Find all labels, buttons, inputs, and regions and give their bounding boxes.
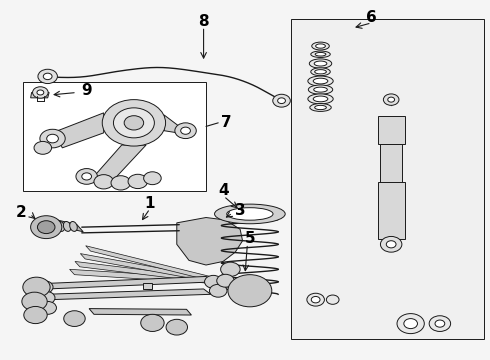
Ellipse shape	[315, 53, 326, 56]
Bar	[291, 19, 484, 339]
Circle shape	[35, 281, 53, 294]
Polygon shape	[57, 220, 83, 232]
Circle shape	[209, 284, 227, 297]
Circle shape	[228, 275, 272, 307]
Circle shape	[124, 116, 144, 130]
Circle shape	[82, 173, 92, 180]
Ellipse shape	[313, 96, 328, 102]
Circle shape	[30, 216, 62, 239]
Circle shape	[38, 69, 57, 84]
Polygon shape	[30, 93, 49, 98]
Ellipse shape	[227, 208, 273, 220]
Circle shape	[175, 123, 196, 139]
Polygon shape	[86, 246, 222, 284]
Circle shape	[64, 311, 85, 327]
Circle shape	[435, 320, 445, 327]
Circle shape	[128, 174, 147, 189]
Text: 1: 1	[145, 196, 155, 211]
Circle shape	[37, 90, 44, 95]
Ellipse shape	[310, 104, 331, 111]
Ellipse shape	[308, 94, 333, 104]
Circle shape	[181, 127, 191, 134]
Polygon shape	[43, 276, 216, 289]
Circle shape	[166, 319, 188, 335]
Ellipse shape	[311, 68, 330, 76]
Bar	[377, 116, 405, 144]
Text: 2: 2	[16, 204, 26, 220]
Circle shape	[32, 87, 48, 98]
Circle shape	[94, 175, 114, 189]
Circle shape	[23, 277, 50, 297]
Circle shape	[311, 296, 320, 303]
Circle shape	[307, 293, 324, 306]
Circle shape	[141, 314, 164, 332]
Circle shape	[39, 301, 56, 314]
Polygon shape	[94, 145, 146, 180]
Polygon shape	[45, 289, 211, 300]
Circle shape	[102, 100, 166, 146]
Bar	[377, 182, 405, 239]
Circle shape	[388, 97, 394, 102]
Ellipse shape	[314, 61, 327, 66]
Circle shape	[111, 176, 130, 190]
Ellipse shape	[316, 44, 325, 48]
Circle shape	[114, 108, 154, 138]
Circle shape	[37, 292, 55, 304]
Ellipse shape	[308, 85, 333, 94]
Text: 7: 7	[221, 115, 232, 130]
Circle shape	[273, 94, 290, 107]
Ellipse shape	[314, 87, 327, 92]
Circle shape	[380, 237, 402, 252]
Bar	[143, 283, 152, 289]
Polygon shape	[55, 113, 104, 148]
Polygon shape	[89, 309, 192, 315]
Circle shape	[397, 314, 424, 334]
Ellipse shape	[70, 221, 77, 231]
Circle shape	[76, 168, 98, 184]
Ellipse shape	[311, 51, 330, 58]
Circle shape	[326, 295, 339, 304]
Circle shape	[22, 292, 47, 311]
Circle shape	[386, 241, 396, 248]
Circle shape	[204, 275, 222, 288]
Polygon shape	[177, 217, 243, 265]
Circle shape	[383, 94, 399, 105]
Polygon shape	[70, 269, 216, 284]
Ellipse shape	[63, 221, 71, 231]
Bar	[380, 144, 402, 194]
Text: 9: 9	[81, 83, 92, 98]
Circle shape	[217, 274, 234, 287]
Circle shape	[220, 262, 240, 276]
Circle shape	[24, 306, 47, 324]
Ellipse shape	[215, 204, 285, 224]
Polygon shape	[164, 115, 187, 134]
Ellipse shape	[313, 78, 328, 84]
Circle shape	[43, 73, 52, 80]
Text: 6: 6	[367, 10, 377, 25]
Circle shape	[144, 172, 161, 185]
Circle shape	[37, 221, 55, 234]
Polygon shape	[80, 253, 220, 284]
Ellipse shape	[309, 59, 332, 68]
Text: 3: 3	[235, 203, 245, 218]
Polygon shape	[75, 261, 218, 284]
Text: 5: 5	[245, 231, 255, 247]
Circle shape	[429, 316, 451, 332]
Text: 8: 8	[198, 14, 209, 28]
Ellipse shape	[57, 221, 65, 231]
Text: 4: 4	[218, 183, 229, 198]
Circle shape	[278, 98, 286, 104]
Ellipse shape	[308, 76, 333, 86]
Circle shape	[40, 129, 65, 148]
Circle shape	[34, 141, 51, 154]
Circle shape	[404, 319, 417, 329]
Ellipse shape	[315, 69, 326, 74]
Ellipse shape	[315, 105, 326, 110]
Circle shape	[47, 134, 58, 143]
Ellipse shape	[312, 42, 329, 50]
Bar	[24, 82, 206, 191]
